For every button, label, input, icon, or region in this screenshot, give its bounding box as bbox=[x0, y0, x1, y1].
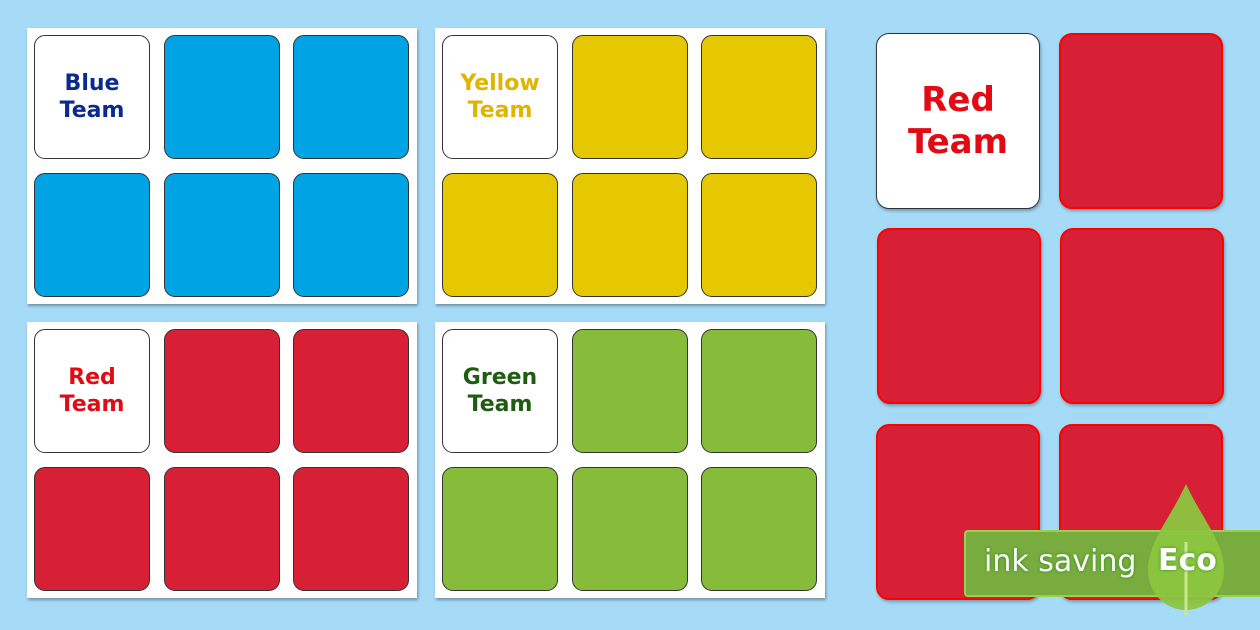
color-card bbox=[572, 329, 688, 453]
color-card bbox=[572, 35, 688, 159]
color-card bbox=[572, 467, 688, 591]
badge-text: ink saving bbox=[984, 544, 1137, 579]
team-name: Red Team bbox=[877, 34, 1039, 208]
color-card bbox=[293, 173, 409, 297]
card-sheet-blue: Blue Team bbox=[27, 28, 417, 304]
color-card bbox=[701, 467, 817, 591]
team-name-line: Team bbox=[59, 98, 125, 123]
team-name-line: Team bbox=[467, 98, 533, 123]
team-title-card: Red Team bbox=[34, 329, 150, 453]
color-card bbox=[164, 173, 280, 297]
color-card bbox=[701, 35, 817, 159]
card-sheet-red: Red Team bbox=[27, 322, 417, 598]
color-card bbox=[293, 329, 409, 453]
color-card bbox=[164, 329, 280, 453]
preview-color-card bbox=[1060, 228, 1224, 404]
team-name-line: Red bbox=[921, 79, 995, 120]
color-card bbox=[293, 35, 409, 159]
team-name-line: Red bbox=[68, 364, 116, 390]
team-title-card: Yellow Team bbox=[442, 35, 558, 159]
color-card bbox=[442, 173, 558, 297]
team-name: Green Team bbox=[443, 330, 557, 452]
preview-color-card bbox=[877, 228, 1041, 404]
color-card bbox=[34, 173, 150, 297]
color-card bbox=[701, 173, 817, 297]
team-name: Red Team bbox=[35, 330, 149, 452]
color-card bbox=[164, 35, 280, 159]
team-name-line: Blue bbox=[64, 70, 120, 96]
color-card bbox=[701, 329, 817, 453]
team-name-line: Yellow bbox=[460, 70, 540, 96]
team-name-line: Team bbox=[59, 392, 125, 417]
eco-label: Eco bbox=[1158, 543, 1217, 578]
team-title-card: Blue Team bbox=[34, 35, 150, 159]
color-card bbox=[572, 173, 688, 297]
color-card bbox=[34, 467, 150, 591]
team-name-line: Green bbox=[462, 364, 538, 390]
team-name-line: Team bbox=[467, 392, 533, 417]
card-sheet-yellow: Yellow Team bbox=[435, 28, 825, 304]
team-title-card: Green Team bbox=[442, 329, 558, 453]
color-card bbox=[442, 467, 558, 591]
color-card bbox=[293, 467, 409, 591]
leaf-icon bbox=[1148, 484, 1224, 615]
team-name: Yellow Team bbox=[443, 36, 557, 158]
color-card bbox=[164, 467, 280, 591]
card-sheet-green: Green Team bbox=[435, 322, 825, 598]
team-name: Blue Team bbox=[35, 36, 149, 158]
team-name-line: Team bbox=[907, 122, 1009, 162]
preview-color-card bbox=[1059, 33, 1223, 209]
preview-title-card: Red Team bbox=[876, 33, 1040, 209]
